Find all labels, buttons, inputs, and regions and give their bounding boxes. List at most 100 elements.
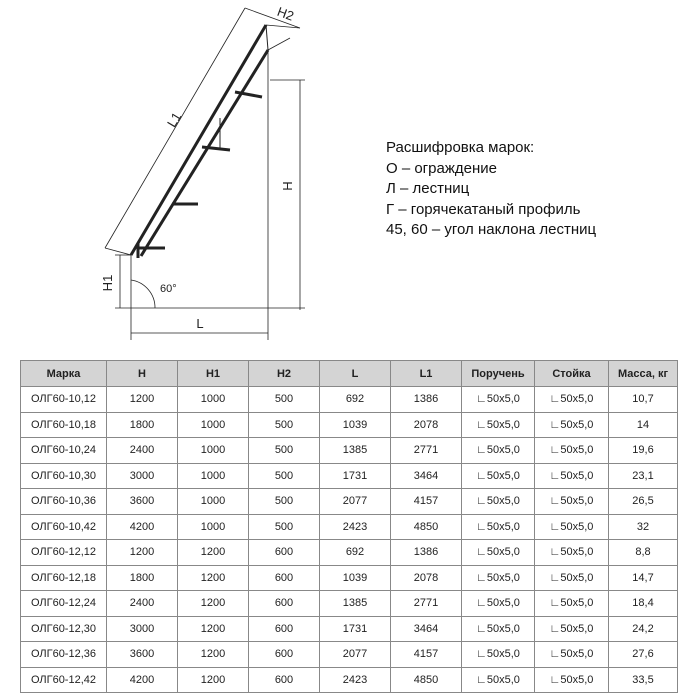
table-cell: 500	[248, 386, 320, 413]
table-cell: 1000	[177, 386, 249, 413]
table-cell: 14	[608, 411, 678, 438]
table-cell: 2077	[319, 488, 391, 515]
table-cell: ОЛГ60-12,12	[20, 539, 107, 566]
table-cell: 1386	[390, 386, 462, 413]
table-cell: ОЛГ60-12,18	[20, 564, 107, 591]
table-row: ОЛГ60-12,12 1200 1200 600 692 1386 ∟50x5,0 ∟50x…	[20, 539, 678, 566]
table-row: ОЛГ60-12,42 4200 1200 600 2423 4850 ∟50x5,0 ∟50…	[20, 666, 678, 693]
table-cell: ∟50x5,0	[534, 539, 609, 566]
table-cell: 600	[248, 539, 320, 566]
table-cell: 2423	[319, 666, 391, 693]
h1-label: H1	[100, 275, 115, 292]
table-cell: 1039	[319, 564, 391, 591]
table-cell: 500	[248, 513, 320, 540]
table-cell: ОЛГ60-12,42	[20, 666, 107, 693]
table-cell: 500	[248, 437, 320, 464]
table-row: ОЛГ60-10,30 3000 1000 500 1731 3464 ∟50x5,0 ∟50…	[20, 462, 678, 489]
table-cell: ОЛГ60-10,18	[20, 411, 107, 438]
legend-item: Л – лестниц	[386, 180, 470, 197]
table-cell: 1200	[106, 386, 178, 413]
legend-item: 45, 60 – угол наклона лестниц	[386, 221, 597, 238]
table-row: ОЛГ60-12,18 1800 1200 600 1039 2078 ∟50x5,0 ∟50…	[20, 564, 678, 591]
table-cell: ∟50x5,0	[534, 513, 609, 540]
table-row: ОЛГ60-10,42 4200 1000 500 2423 4850 ∟50x5,0 ∟50…	[20, 513, 678, 540]
table-cell: ОЛГ60-10,12	[20, 386, 107, 413]
table-cell: ∟50x5,0	[461, 590, 535, 617]
column-header: H2	[248, 360, 320, 387]
table-cell: 692	[319, 386, 391, 413]
table-cell: 4850	[390, 513, 462, 540]
table-cell: 2423	[319, 513, 391, 540]
column-header: Марка	[20, 360, 107, 387]
column-header: L1	[390, 360, 462, 387]
table-cell: ∟50x5,0	[534, 615, 609, 642]
l-label: L	[196, 316, 203, 331]
table-cell: 2078	[390, 411, 462, 438]
column-header: Поручень	[461, 360, 535, 387]
table-cell: 4157	[390, 641, 462, 668]
column-header: Масса, кг	[608, 360, 678, 387]
table-cell: 2078	[390, 564, 462, 591]
table-cell: ∟50x5,0	[534, 564, 609, 591]
table-cell: 1000	[177, 513, 249, 540]
table-cell: ОЛГ60-12,36	[20, 641, 107, 668]
table-cell: 3600	[106, 488, 178, 515]
table-cell: ОЛГ60-10,30	[20, 462, 107, 489]
table-cell: ∟50x5,0	[461, 462, 535, 489]
table-cell: 1200	[106, 539, 178, 566]
table-cell: ∟50x5,0	[534, 386, 609, 413]
table-cell: ∟50x5,0	[461, 641, 535, 668]
legend-item: Г – горячекатаный профиль	[386, 200, 581, 218]
table-cell: 27,6	[608, 641, 678, 668]
table-cell: ∟50x5,0	[461, 564, 535, 591]
table-row: ОЛГ60-10,18 1800 1000 500 1039 2078 ∟50x5,0 ∟50…	[20, 411, 678, 438]
table-cell: 32	[608, 513, 678, 540]
table-cell: 600	[248, 666, 320, 693]
table-cell: 14,7	[608, 564, 678, 591]
table-cell: 2400	[106, 590, 178, 617]
table-cell: 1000	[177, 437, 249, 464]
table-cell: 1200	[177, 564, 249, 591]
table-cell: ∟50x5,0	[461, 615, 535, 642]
table-cell: 1039	[319, 411, 391, 438]
table-row: ОЛГ60-10,24 2400 1000 500 1385 2771 ∟50x5,0 ∟50…	[20, 437, 678, 464]
table-cell: 4200	[106, 666, 178, 693]
table-row: ОЛГ60-10,12 1200 1000 500 692 1386 ∟50x5,0 ∟50x…	[20, 386, 678, 413]
l1-label: L1	[164, 110, 184, 130]
table-cell: 1386	[390, 539, 462, 566]
table-cell: 600	[248, 615, 320, 642]
table-cell: 1385	[319, 590, 391, 617]
table-cell: 4157	[390, 488, 462, 515]
column-header: L	[319, 360, 391, 387]
table-cell: 600	[248, 564, 320, 591]
table-cell: ОЛГ60-10,42	[20, 513, 107, 540]
table-cell: ∟50x5,0	[534, 462, 609, 489]
table-cell: ∟50x5,0	[461, 539, 535, 566]
table-cell: ∟50x5,0	[461, 513, 535, 540]
table-cell: ∟50x5,0	[534, 641, 609, 668]
table-cell: 3000	[106, 462, 178, 489]
table-cell: ∟50x5,0	[461, 666, 535, 693]
angle-label: 60°	[160, 283, 177, 295]
table-cell: ∟50x5,0	[461, 411, 535, 438]
table-cell: 2400	[106, 437, 178, 464]
table-cell: 19,6	[608, 437, 678, 464]
table-cell: 2077	[319, 641, 391, 668]
table-cell: 10,7	[608, 386, 678, 413]
table-cell: ∟50x5,0	[534, 666, 609, 693]
table-cell: 500	[248, 411, 320, 438]
table-cell: 500	[248, 488, 320, 515]
legend: Расшифровка марок: О – ограждение Л – лес…	[386, 138, 596, 241]
table-cell: ОЛГ60-10,24	[20, 437, 107, 464]
table-cell: ОЛГ60-12,24	[20, 590, 107, 617]
table-cell: 1200	[177, 590, 249, 617]
table-cell: 600	[248, 641, 320, 668]
h2-label: H2	[275, 4, 296, 24]
column-header: H	[106, 360, 178, 387]
table-cell: 1200	[177, 641, 249, 668]
table-cell: 23,1	[608, 462, 678, 489]
table-cell: 1000	[177, 462, 249, 489]
table-body: ОЛГ60-10,12 1200 1000 500 692 1386 ∟50x5,0 ∟50x…	[20, 386, 678, 693]
legend-item: О – ограждение	[386, 159, 497, 177]
